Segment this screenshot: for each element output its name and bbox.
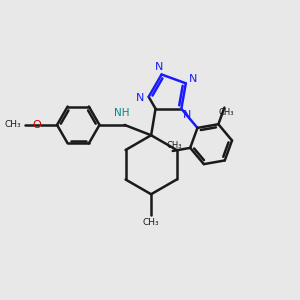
- Text: O: O: [32, 120, 41, 130]
- Text: CH₃: CH₃: [143, 218, 159, 227]
- Text: N: N: [136, 93, 145, 103]
- Text: N: N: [182, 110, 191, 120]
- Text: N: N: [154, 62, 163, 72]
- Text: CH₃: CH₃: [167, 141, 182, 150]
- Text: CH₃: CH₃: [4, 120, 21, 129]
- Text: CH₃: CH₃: [218, 108, 234, 117]
- Text: N: N: [189, 74, 197, 84]
- Text: NH: NH: [115, 108, 130, 118]
